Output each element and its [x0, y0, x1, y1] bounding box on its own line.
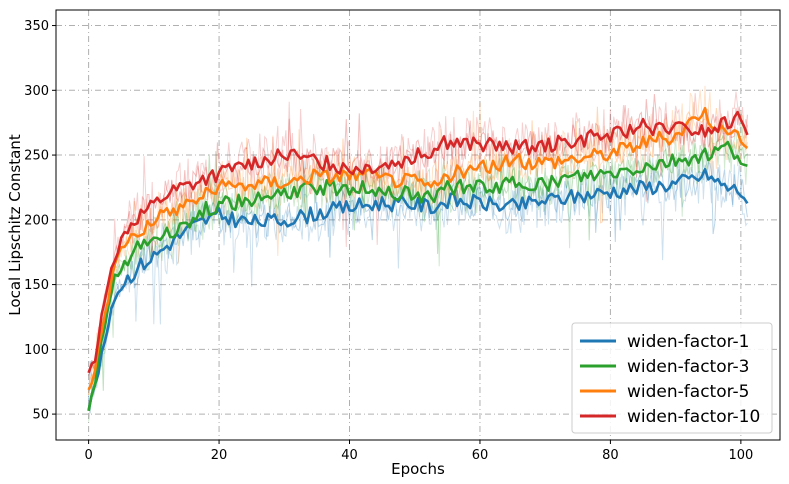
- y-tick-label: 350: [24, 19, 49, 34]
- series-noise-band: [88, 134, 748, 408]
- series-line-widen-factor-5: [87, 106, 749, 391]
- series-line-widen-factor-3: [87, 140, 748, 412]
- legend-label: widen-factor-10: [627, 407, 760, 427]
- y-tick-label: 200: [24, 213, 49, 228]
- y-tick-label: 150: [24, 278, 49, 293]
- x-tick-label: 100: [728, 448, 753, 463]
- x-tick-label: 0: [84, 448, 92, 463]
- series-line-widen-factor-10: [87, 110, 749, 374]
- y-tick-label: 50: [32, 408, 49, 423]
- y-axis-ticks: 50 100 150 200 250 300 350: [24, 19, 56, 423]
- series-noise-band: [88, 160, 748, 401]
- plot-frame: [55, 9, 781, 441]
- y-tick-label: 100: [24, 343, 49, 358]
- x-tick-label: 80: [602, 448, 619, 463]
- x-tick-label: 20: [211, 448, 228, 463]
- x-tick-label: 60: [472, 448, 489, 463]
- x-axis-label: Epochs: [391, 460, 445, 478]
- legend-label: widen-factor-1: [627, 332, 749, 352]
- series-lines: [87, 106, 749, 412]
- y-axis-label: Local Lipschitz Constant: [6, 134, 24, 316]
- legend-box: [571, 322, 773, 434]
- series-noise-band: [88, 91, 748, 374]
- x-tick-label: 40: [341, 448, 358, 463]
- series-noise-band: [88, 149, 748, 414]
- y-tick-label: 300: [24, 84, 49, 99]
- y-tick-label: 250: [24, 149, 49, 164]
- series-noise-band: [88, 93, 748, 376]
- legend-label: widen-factor-5: [627, 382, 749, 402]
- legend: widen-factor-1 widen-factor-3 widen-factor…: [571, 322, 773, 434]
- legend-label: widen-factor-3: [627, 357, 749, 377]
- x-axis-ticks: 0 20 40 60 80 100: [84, 440, 753, 463]
- series-line-widen-factor-1: [87, 167, 749, 411]
